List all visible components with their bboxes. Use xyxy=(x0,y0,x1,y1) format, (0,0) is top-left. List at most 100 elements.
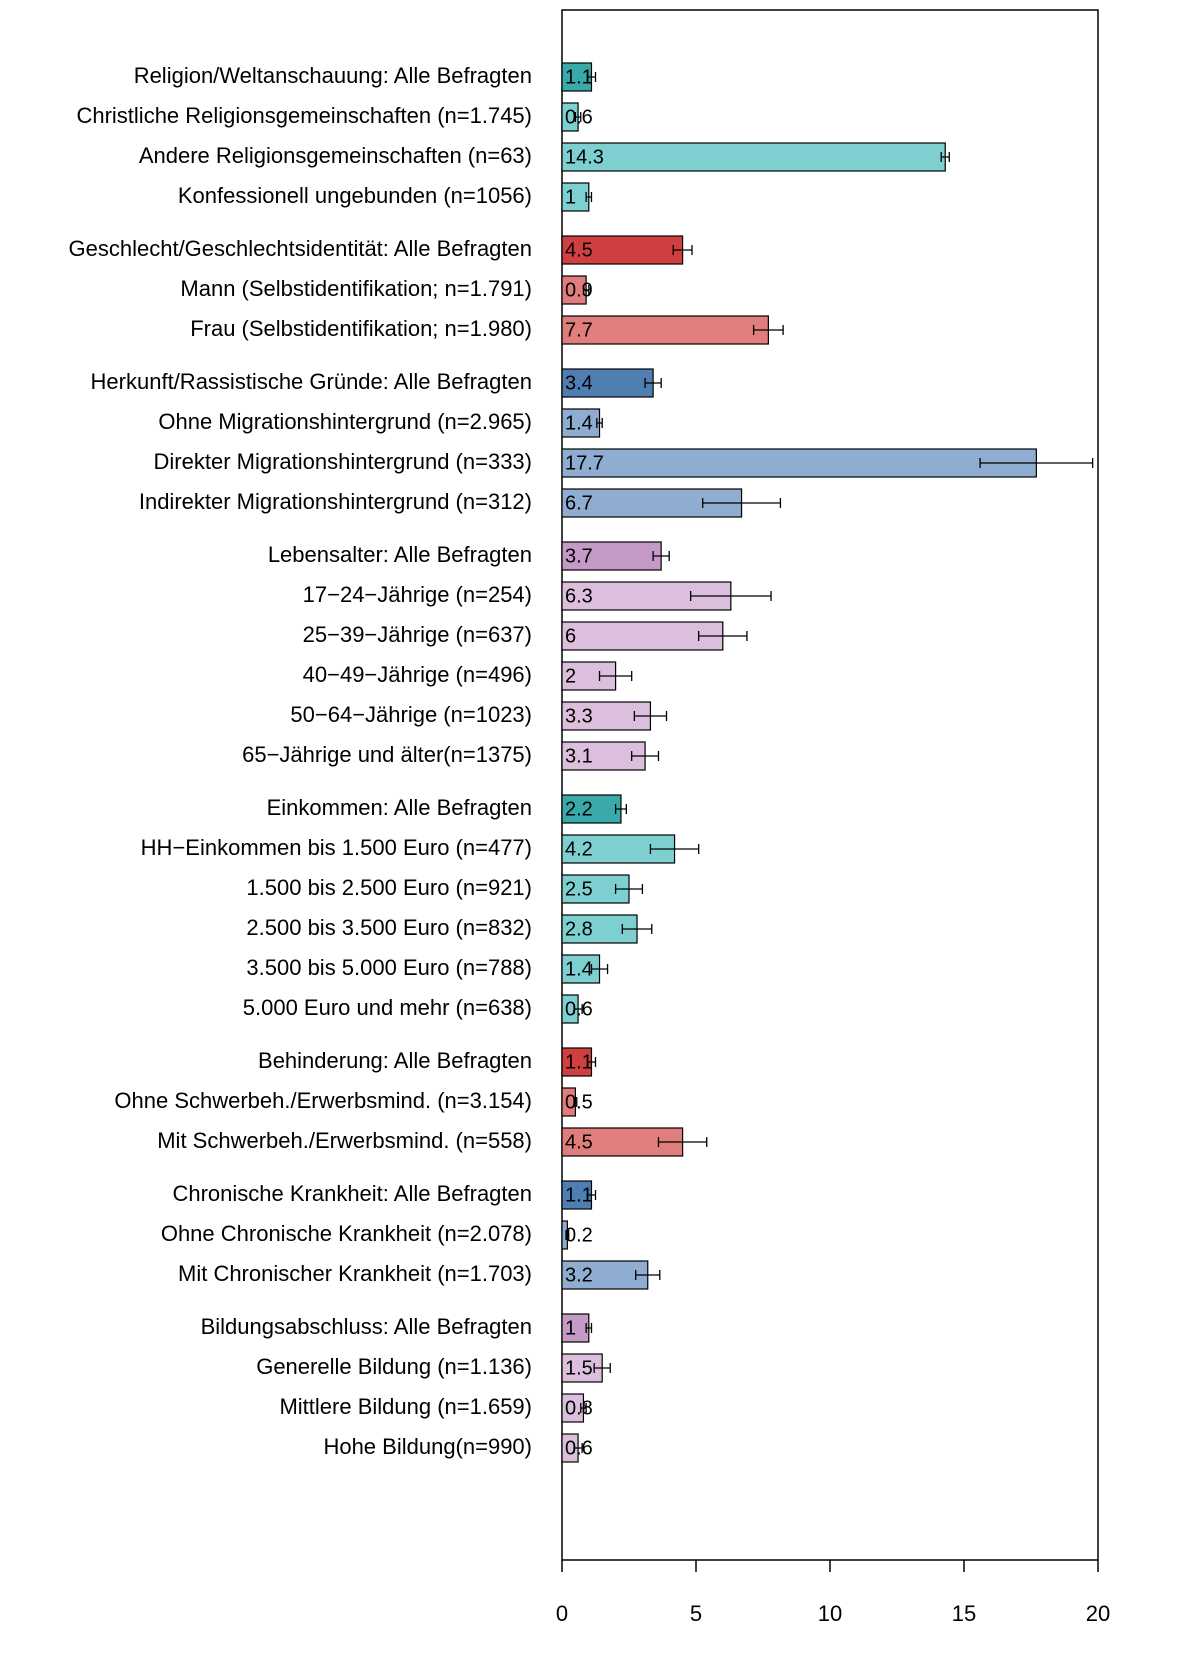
error-bar xyxy=(702,498,782,508)
bar xyxy=(561,142,946,172)
error-bar xyxy=(752,325,784,335)
error-bar xyxy=(698,631,748,641)
value-label: 1.4 xyxy=(565,958,593,980)
value-label: 1.4 xyxy=(565,412,593,434)
y-tick-label: Christliche Religionsgemeinschaften (n=1… xyxy=(76,103,532,128)
y-tick-label: 2.500 bis 3.500 Euro (n=832) xyxy=(246,915,532,940)
value-label: 1.1 xyxy=(565,1184,593,1206)
error-bar xyxy=(979,458,1094,468)
value-label: 0.2 xyxy=(565,1224,593,1246)
value-label: 6.7 xyxy=(565,492,593,514)
y-tick-label: Geschlecht/Geschlechtsidentität: Alle Be… xyxy=(69,236,532,261)
y-tick-label: Bildungsabschluss: Alle Befragten xyxy=(201,1314,532,1339)
error-bar xyxy=(652,551,670,561)
value-label: 7.7 xyxy=(565,319,593,341)
y-tick-label: Indirekter Migrationshintergrund (n=312) xyxy=(139,489,532,514)
error-bar xyxy=(573,1443,583,1453)
y-tick-label: Mit Chronischer Krankheit (n=1.703) xyxy=(178,1261,532,1286)
bar xyxy=(561,1260,649,1290)
bar xyxy=(561,448,1037,478)
x-tick-label: 0 xyxy=(556,1601,568,1626)
bar xyxy=(561,182,590,212)
error-bar xyxy=(672,245,693,255)
y-tick-label: Mittlere Bildung (n=1.659) xyxy=(279,1394,532,1419)
value-label: 1 xyxy=(565,186,576,208)
value-label: 2.8 xyxy=(565,918,593,940)
error-bar xyxy=(940,152,950,162)
bar xyxy=(561,1047,593,1077)
bar xyxy=(561,315,769,345)
value-label: 3.1 xyxy=(565,745,593,767)
y-tick-label: Lebensalter: Alle Befragten xyxy=(268,542,532,567)
y-tick-label: Ohne Chronische Krankheit (n=2.078) xyxy=(161,1221,532,1246)
y-tick-label: Religion/Weltanschauung: Alle Befragten xyxy=(134,63,532,88)
value-label: 0.8 xyxy=(565,1397,593,1419)
error-bar xyxy=(631,751,660,761)
value-label: 6 xyxy=(565,625,576,647)
y-tick-label: Ohne Schwerbeh./Erwerbsmind. (n=3.154) xyxy=(114,1088,532,1113)
error-bar xyxy=(596,418,603,428)
error-bar xyxy=(644,378,662,388)
bar xyxy=(561,621,724,651)
y-tick-label: Mann (Selbstidentifikation; n=1.791) xyxy=(180,276,532,301)
y-tick-label: 50−64−Jährige (n=1023) xyxy=(290,702,532,727)
y-tick-label: 5.000 Euro und mehr (n=638) xyxy=(243,995,532,1020)
error-bar xyxy=(586,1190,597,1200)
error-bar xyxy=(635,1270,661,1280)
x-tick-label: 10 xyxy=(818,1601,842,1626)
y-tick-label: HH−Einkommen bis 1.500 Euro (n=477) xyxy=(141,835,532,860)
bar xyxy=(561,235,684,265)
y-tick-label: Frau (Selbstidentifikation; n=1.980) xyxy=(190,316,532,341)
value-label: 1 xyxy=(565,1317,576,1339)
value-label: 17.7 xyxy=(565,452,604,474)
error-bar xyxy=(593,1363,611,1373)
y-tick-label: 1.500 bis 2.500 Euro (n=921) xyxy=(246,875,532,900)
y-tick-label: 17−24−Jährige (n=254) xyxy=(303,582,532,607)
error-bar xyxy=(582,285,590,295)
error-bar xyxy=(565,1230,570,1240)
error-bar xyxy=(598,671,633,681)
error-bar xyxy=(614,804,627,814)
bar xyxy=(561,408,601,438)
error-bar xyxy=(573,1097,578,1107)
y-tick-label: Herkunft/Rassistische Gründe: Alle Befra… xyxy=(91,369,532,394)
value-label: 1.1 xyxy=(565,66,593,88)
y-tick-label: Hohe Bildung(n=990) xyxy=(323,1434,532,1459)
y-tick-label: Konfessionell ungebunden (n=1056) xyxy=(178,183,532,208)
y-tick-label: Generelle Bildung (n=1.136) xyxy=(256,1354,532,1379)
error-bar xyxy=(657,1137,708,1147)
error-bar xyxy=(633,711,668,721)
y-tick-label: Andere Religionsgemeinschaften (n=63) xyxy=(139,143,532,168)
error-bar xyxy=(585,1323,593,1333)
error-bar xyxy=(649,844,700,854)
error-bar xyxy=(689,591,772,601)
bar xyxy=(561,794,622,824)
x-tick-label: 5 xyxy=(690,1601,702,1626)
value-label: 6.3 xyxy=(565,585,593,607)
error-bar xyxy=(574,112,582,122)
value-label: 3.2 xyxy=(565,1264,593,1286)
y-tick-label: Ohne Migrationshintergrund (n=2.965) xyxy=(158,409,532,434)
x-tick-label: 15 xyxy=(952,1601,976,1626)
y-tick-label: Behinderung: Alle Befragten xyxy=(258,1048,532,1073)
value-label: 1.5 xyxy=(565,1357,593,1379)
value-label: 4.5 xyxy=(565,239,593,261)
value-label: 2.5 xyxy=(565,878,593,900)
value-label: 14.3 xyxy=(565,146,604,168)
y-tick-label: Einkommen: Alle Befragten xyxy=(267,795,532,820)
bar xyxy=(561,275,587,305)
value-label: 3.4 xyxy=(565,372,593,394)
bar xyxy=(561,541,662,571)
value-label: 3.3 xyxy=(565,705,593,727)
value-label: 3.7 xyxy=(565,545,593,567)
error-bar xyxy=(573,1004,583,1014)
value-label: 4.2 xyxy=(565,838,593,860)
y-tick-label: Mit Schwerbeh./Erwerbsmind. (n=558) xyxy=(157,1128,532,1153)
value-label: 2 xyxy=(565,665,576,687)
error-bar xyxy=(586,1057,597,1067)
error-bar xyxy=(614,884,644,894)
value-label: 0.9 xyxy=(565,279,593,301)
y-tick-label: 25−39−Jährige (n=637) xyxy=(303,622,532,647)
bar xyxy=(561,1180,593,1210)
x-tick-label: 20 xyxy=(1086,1601,1110,1626)
